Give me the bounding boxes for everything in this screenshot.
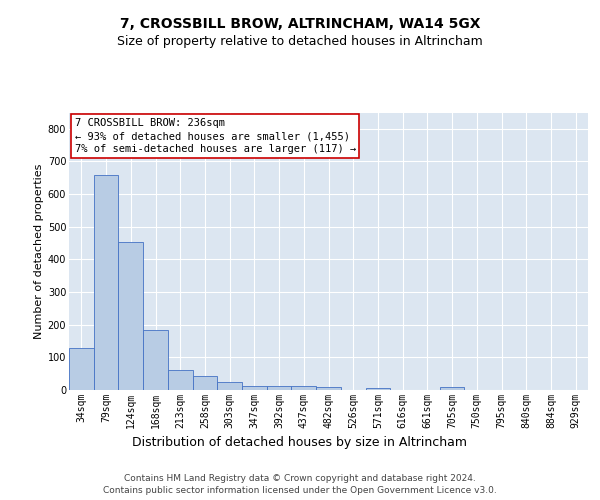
Bar xyxy=(365,388,390,390)
Bar xyxy=(316,388,341,390)
Bar xyxy=(242,386,267,390)
Bar xyxy=(118,242,143,390)
Text: 7 CROSSBILL BROW: 236sqm
← 93% of detached houses are smaller (1,455)
7% of semi: 7 CROSSBILL BROW: 236sqm ← 93% of detach… xyxy=(74,118,356,154)
Y-axis label: Number of detached properties: Number of detached properties xyxy=(34,164,44,339)
Text: Distribution of detached houses by size in Altrincham: Distribution of detached houses by size … xyxy=(133,436,467,449)
Bar xyxy=(94,175,118,390)
Bar xyxy=(217,382,242,390)
Bar xyxy=(267,386,292,390)
Text: Size of property relative to detached houses in Altrincham: Size of property relative to detached ho… xyxy=(117,35,483,48)
Text: 7, CROSSBILL BROW, ALTRINCHAM, WA14 5GX: 7, CROSSBILL BROW, ALTRINCHAM, WA14 5GX xyxy=(120,18,480,32)
Bar xyxy=(69,348,94,390)
Bar xyxy=(143,330,168,390)
Text: Contains HM Land Registry data © Crown copyright and database right 2024.
Contai: Contains HM Land Registry data © Crown c… xyxy=(103,474,497,495)
Bar xyxy=(440,388,464,390)
Bar xyxy=(292,386,316,390)
Bar xyxy=(168,370,193,390)
Bar xyxy=(193,376,217,390)
